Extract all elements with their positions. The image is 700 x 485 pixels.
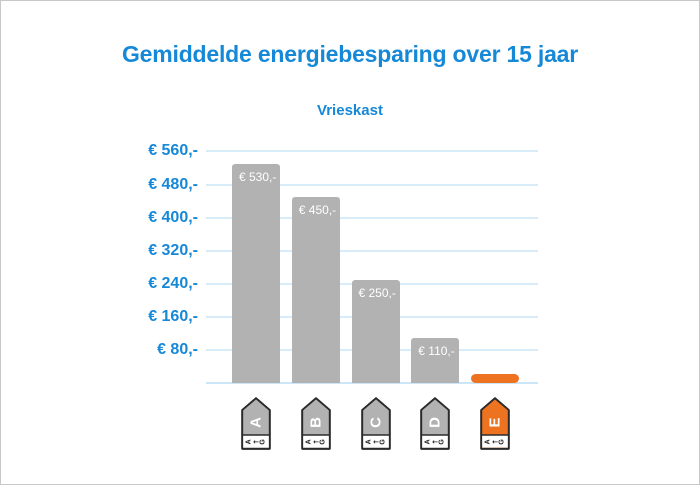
svg-text:A: A <box>425 439 432 444</box>
y-axis-tick-label: € 400,- <box>148 208 198 226</box>
energy-tag-shape: B A ← G <box>301 397 331 450</box>
bar-value-label: € 450,- <box>298 203 337 217</box>
y-axis-tick-label: € 240,- <box>148 274 198 292</box>
svg-text:A: A <box>305 439 312 444</box>
chart-subtitle: Vrieskast <box>317 102 383 119</box>
bar-b <box>291 197 340 383</box>
bar-value-label: € 250,- <box>358 286 396 300</box>
svg-text:D: D <box>427 417 444 428</box>
energy-label-icon-c: C A ← G <box>360 397 391 450</box>
energy-label-icon-a: A A ← G <box>241 397 271 450</box>
svg-text:G: G <box>439 439 446 445</box>
y-axis-tick-label: € 160,- <box>148 307 198 325</box>
svg-text:←: ← <box>492 438 498 446</box>
y-axis-tick-label: € 480,- <box>148 175 198 193</box>
svg-text:A: A <box>365 439 372 444</box>
x-axis-line <box>206 382 538 384</box>
svg-text:A: A <box>485 439 492 444</box>
svg-text:B: B <box>307 417 324 428</box>
energy-tag-shape: AA ← G <box>241 397 271 450</box>
bar-value-label: € 110,- <box>418 344 455 358</box>
svg-text:←: ← <box>313 438 319 446</box>
gridline <box>206 150 538 153</box>
svg-text:G: G <box>319 439 326 445</box>
svg-text:C: C <box>367 417 384 428</box>
gridline <box>206 216 538 219</box>
bar-d <box>411 338 460 383</box>
energy-label-icon-b: B A ← G <box>301 397 331 450</box>
svg-text:G: G <box>499 439 506 445</box>
svg-text:←: ← <box>253 438 259 446</box>
chart-title: Gemiddelde energiebesparing over 15 jaar <box>121 41 579 67</box>
gridline <box>206 183 538 186</box>
svg-text:A: A <box>246 439 253 444</box>
svg-text:←: ← <box>432 438 438 446</box>
energy-tag-shape: D A ← G <box>420 397 450 450</box>
bar-e <box>471 374 519 383</box>
svg-text:A: A <box>248 417 265 428</box>
svg-text:←: ← <box>373 438 379 446</box>
svg-text:G: G <box>379 439 386 445</box>
energy-tag-shape: E A ← G <box>480 397 510 450</box>
energy-tag-shape: C A ← G <box>360 397 391 450</box>
svg-text:G: G <box>260 439 267 445</box>
energy-label-icon-e: E A ← G <box>480 397 510 450</box>
bar-a <box>232 164 280 383</box>
svg-text:E: E <box>487 417 504 427</box>
energy-label-icon-d: D A ← G <box>420 397 450 450</box>
bar-value-label: € 530,- <box>239 170 277 184</box>
y-axis-tick-label: € 80,- <box>157 340 198 358</box>
y-axis-tick-label: € 560,- <box>148 142 198 160</box>
y-axis-tick-label: € 320,- <box>148 241 198 259</box>
gridline <box>206 249 538 252</box>
bar-c <box>351 280 400 383</box>
